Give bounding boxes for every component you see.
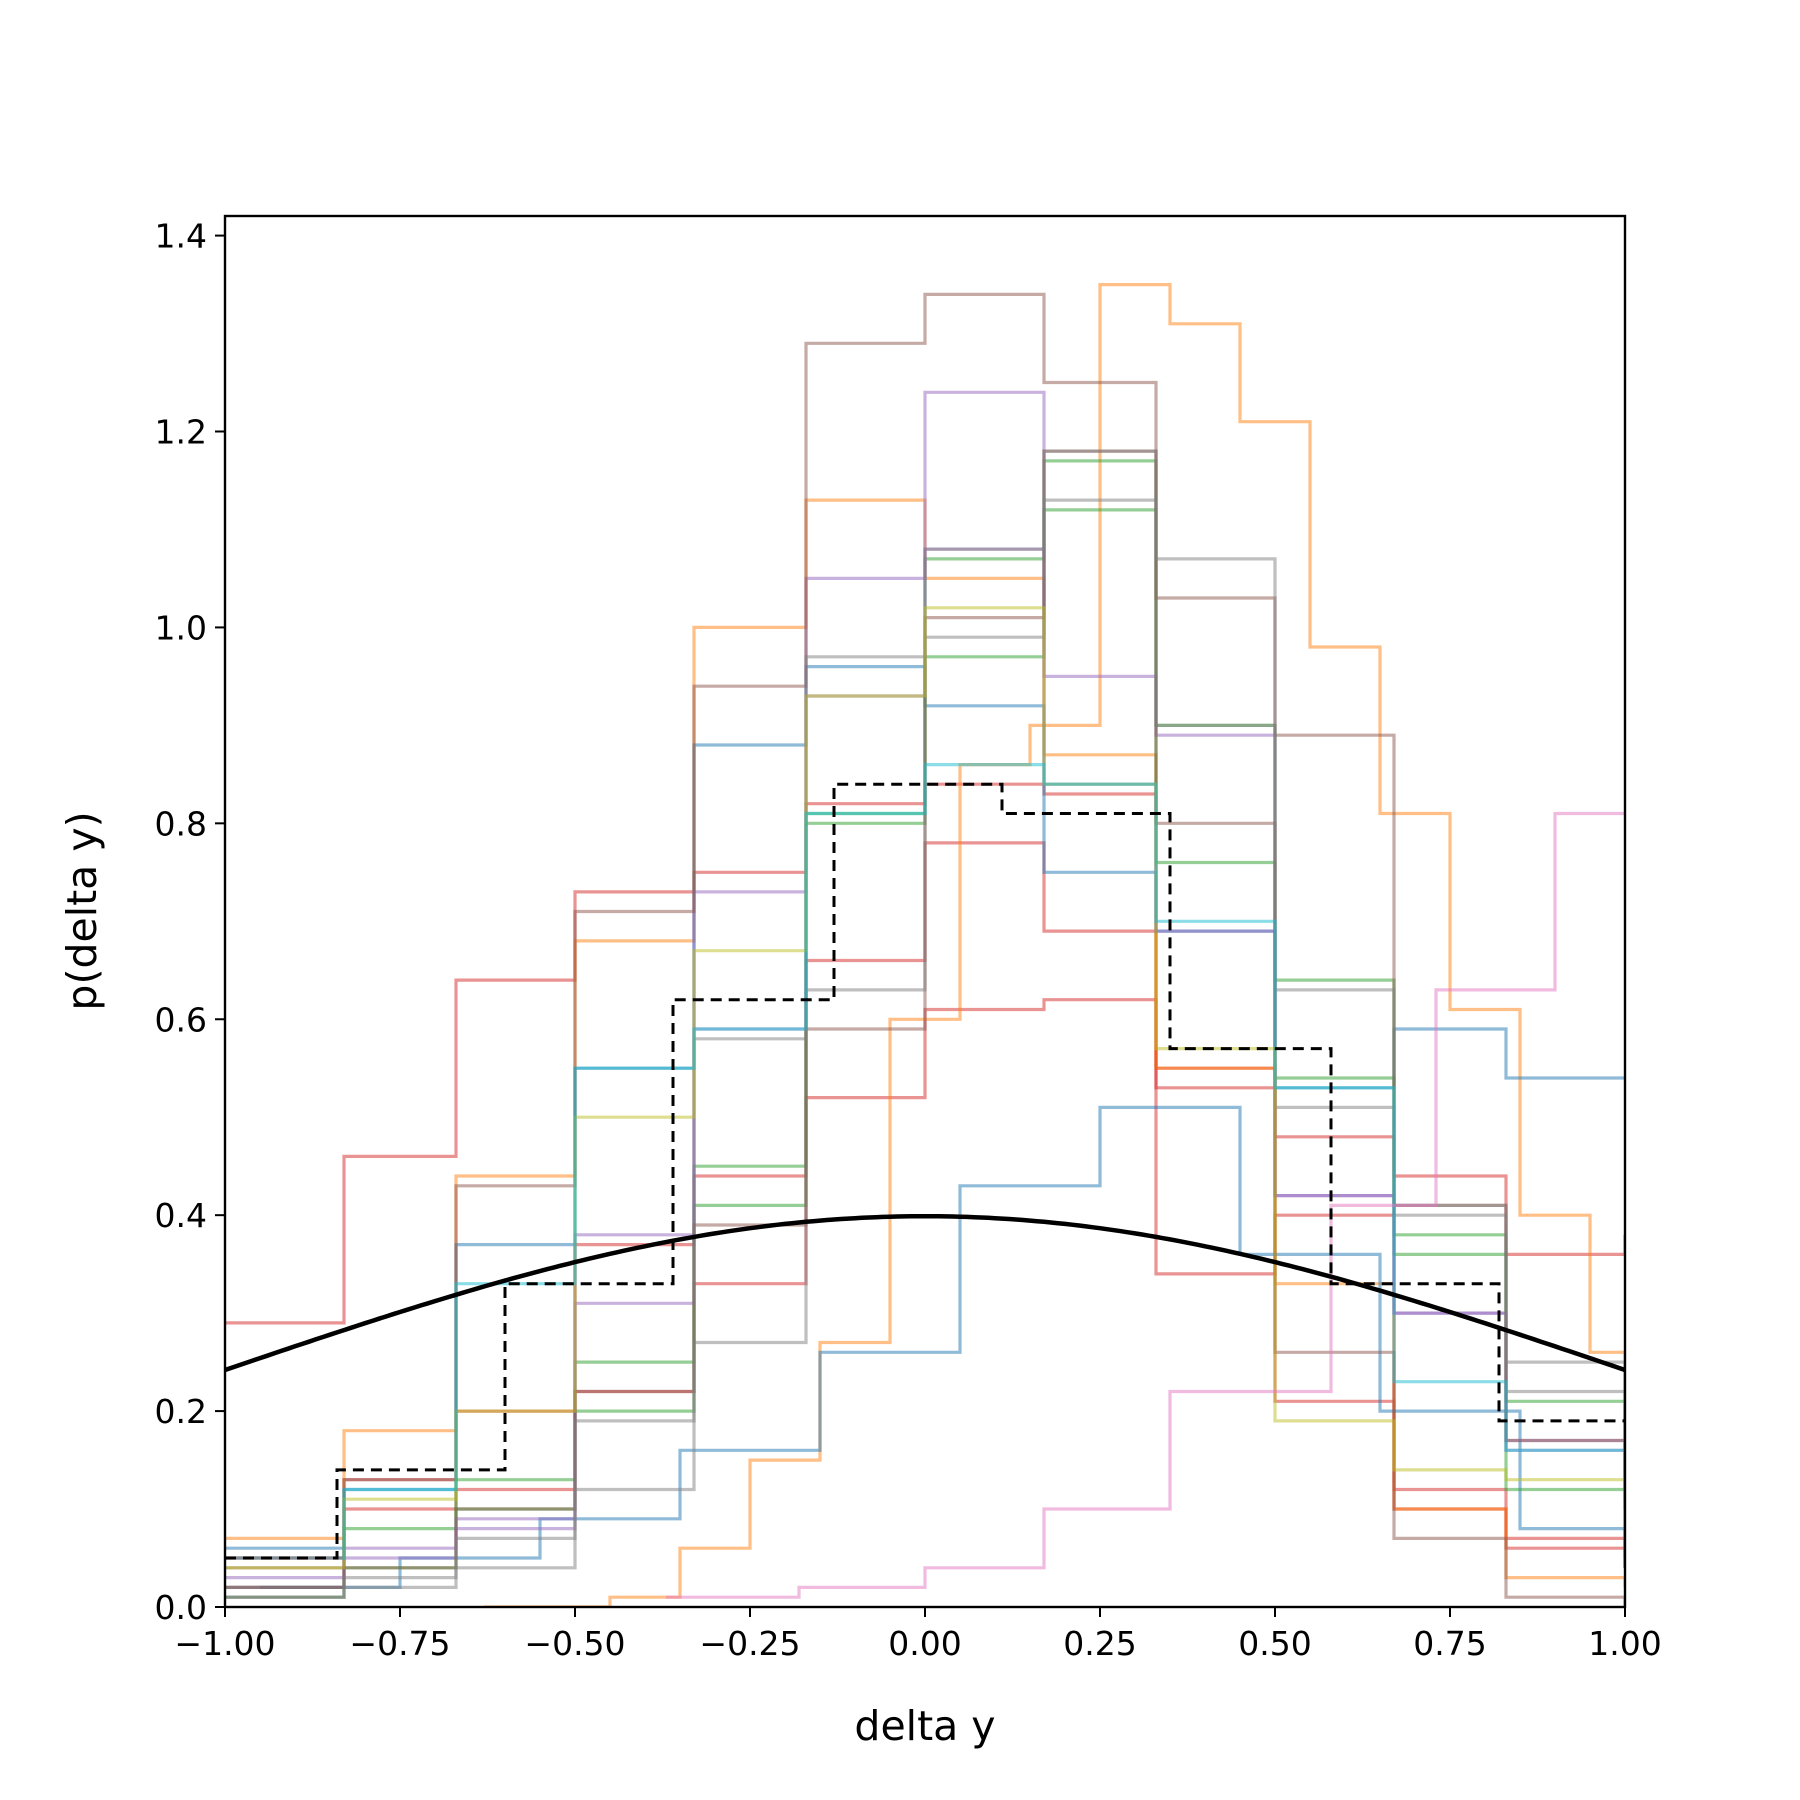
x-tick-label: −0.75 [349,1624,450,1663]
x-tick-label: 0.25 [1063,1624,1136,1663]
x-tick-label: 1.00 [1588,1624,1661,1663]
y-tick-label: 1.2 [155,413,207,452]
x-tick-label: 0.50 [1238,1624,1311,1663]
x-tick-label: 0.75 [1413,1624,1486,1663]
x-tick-label: −0.25 [699,1624,800,1663]
x-axis-label: delta y [854,1702,995,1750]
dashed-mean-histogram [225,782,1625,1560]
y-tick-label: 1.0 [155,608,207,647]
x-tick-label: −0.50 [524,1624,625,1663]
histogram-series-17 [666,811,1625,1599]
y-tick-label: 0.2 [155,1392,207,1431]
x-tick-label: 0.00 [888,1624,961,1663]
y-axis-label: p(delta y) [58,811,106,1010]
y-tick-label: 0.4 [155,1196,207,1235]
x-axis: −1.00 −0.75 −0.50 −0.25 0.00 0.25 0.50 0.75 1.00 [174,1607,1662,1663]
series-layer [225,283,1625,1607]
y-tick-label: 0.6 [155,1000,207,1039]
y-tick-label: 0.8 [155,804,207,843]
x-tick-label: −1.00 [174,1624,275,1663]
histogram-series-6 [260,1105,1625,1589]
histogram-series-16 [225,763,1625,1560]
normal-pdf-curve [225,1213,1625,1373]
y-tick-label: 1.4 [155,217,207,256]
histogram-series-4 [484,283,1625,1607]
y-axis: 0.0 0.2 0.4 0.6 0.8 1.0 1.2 1.4 [155,217,225,1627]
y-tick-label: 0.0 [155,1588,207,1627]
